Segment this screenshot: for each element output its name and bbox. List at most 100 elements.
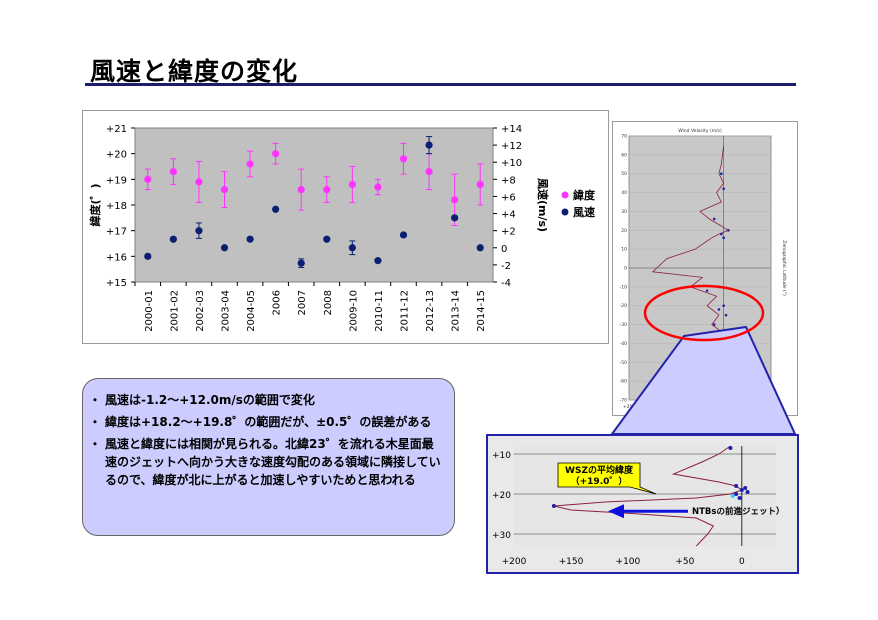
x-axis-tick-label: 2006 [272, 290, 283, 315]
x-axis-tick-label: 2009-10 [348, 290, 359, 332]
title-divider [85, 83, 796, 86]
profile-y-tick-label: -20 [620, 303, 627, 309]
zoom-profile-chart-svg: +10 +20 +30 +200 +150 +100 +50 0 WSZの平均緯度（+19.0゜… [492, 445, 784, 567]
profile-x-tick-label: 0 [722, 404, 725, 410]
zoom-observation-point [551, 504, 556, 508]
wind-latitude-chart: +15 +16 +17 +18 +19 +20 +21 -4 -2 0 +2 +4 +6 +8 +10 +12… [82, 110, 609, 344]
x-axis-tick-label: 2001-02 [169, 290, 180, 332]
legend-label: 風速 [573, 205, 595, 219]
profile-observation-point [712, 217, 716, 221]
wind-profile-chart-svg: Wind Velocity (m/s) -70 -60 -50 -40 -30 -20 -10… [620, 128, 787, 410]
profile-y-tick-label: 0 [624, 266, 627, 272]
right-axis-tick-label: +10 [501, 158, 522, 169]
left-axis-tick-label: +15 [106, 278, 127, 289]
left-axis-tick-label: +16 [106, 252, 127, 263]
right-axis-label: 風速(m/s) [536, 178, 550, 232]
x-axis-tick-label: 2004-05 [246, 290, 257, 332]
note-item-latitude: 緯度は+18.2〜+19.8゜の範囲だが、±0.5゜の誤差がある [89, 413, 442, 431]
legend-label: 緯度 [573, 188, 596, 202]
right-axis-tick-label: 0 [501, 244, 507, 255]
zoom-observation-point [734, 492, 739, 496]
zoom-observation-point [734, 484, 739, 488]
note-item-wind: 風速は-1.2〜+12.0m/sの範囲で変化 [89, 391, 442, 409]
left-axis-tick-label: +21 [106, 124, 127, 135]
latitude-point [451, 196, 459, 204]
profile-y-tick-label: -70 [620, 398, 627, 404]
profile-observation-point [720, 379, 723, 383]
zoom-plot-area [514, 446, 776, 546]
profile-y-tick-label: 10 [621, 247, 627, 253]
latitude-point [195, 178, 203, 186]
profile-observation-point [712, 323, 716, 326]
profile-observation-point [722, 236, 725, 240]
latitude-point [246, 160, 254, 168]
x-axis-tick-label: 2007 [297, 290, 308, 315]
profile-y-tick-label: -40 [620, 341, 627, 347]
profile-observation-point [724, 313, 728, 317]
profile-x-tick-label: +100 [670, 404, 682, 410]
notes-box: 風速は-1.2〜+12.0m/sの範囲で変化 緯度は+18.2〜+19.8゜の範… [82, 378, 455, 536]
profile-y-tick-label: 70 [621, 134, 627, 140]
profile-observation-point [717, 308, 721, 311]
latitude-point [348, 180, 356, 189]
profile-x-tick-label: +200 [623, 404, 635, 410]
latitude-point [144, 175, 152, 183]
wind-point [451, 214, 459, 222]
wind-point [323, 235, 331, 243]
zoom-observation-point [728, 446, 733, 450]
profile-y-tick-label: 50 [621, 171, 627, 177]
right-axis-tick-label: -4 [501, 278, 511, 289]
right-axis-tick-label: -2 [501, 261, 511, 272]
x-axis-tick-label: 2013-14 [451, 290, 462, 332]
zoom-y-tick-label: +30 [492, 531, 511, 541]
jet-arrow-head [608, 504, 624, 519]
wind-point [195, 227, 203, 235]
left-axis-tick-label: +20 [106, 150, 127, 161]
profile-y-tick-label: -60 [620, 379, 627, 385]
left-axis-tick-label: +19 [106, 175, 127, 186]
profile-observation-point [722, 342, 725, 345]
zoom-y-tick-label: +10 [492, 451, 511, 461]
x-axis-tick-label: 2010-11 [374, 290, 385, 332]
latitude-point [297, 186, 305, 194]
zoom-observation-point [743, 486, 748, 490]
wind-point [144, 252, 152, 260]
left-axis-tick-label: +18 [106, 201, 127, 212]
profile-y-tick-label: -50 [620, 360, 627, 366]
zoom-observation-point [745, 490, 750, 494]
x-axis-tick-label: 2003-04 [221, 290, 232, 332]
plot-area [134, 127, 494, 283]
wind-point [476, 244, 484, 252]
profile-y-tick-label: 30 [621, 209, 627, 215]
profile-x-tick-label: -50 [744, 404, 751, 410]
latitude-point [399, 155, 408, 163]
profile-y-tick-label: -10 [620, 284, 627, 290]
profile-y-tick-label: -30 [620, 322, 627, 328]
zoom-observation-point [730, 494, 735, 498]
x-axis-tick-label: 2002-03 [195, 290, 206, 332]
profile-observation-point [722, 187, 725, 191]
profile-observation-point [720, 232, 723, 236]
zoom-observation-point [737, 496, 742, 500]
latitude-point [476, 180, 484, 189]
right-axis-tick-label: +4 [501, 210, 516, 221]
profile-x-tick-label: +50 [695, 404, 705, 410]
profile-observation-point [727, 228, 730, 232]
zoom-x-tick-label: 0 [739, 557, 745, 567]
profile-observation-point [715, 332, 718, 336]
profile-observation-point [722, 304, 725, 308]
note-item-correlation: 風速と緯度には相関が見られる。北緯23゜を流れる木星面最速のジェットへ向かう大き… [89, 435, 442, 489]
zoom-x-tick-label: +200 [502, 557, 527, 567]
latitude-point [220, 186, 229, 194]
zoom-x-tick-label: +50 [675, 557, 694, 567]
zoom-x-tick-label: +100 [616, 557, 641, 567]
profile-x-tick-label: -100 [766, 404, 776, 410]
wind-point [169, 235, 177, 243]
wind-point [220, 244, 229, 252]
wind-point [246, 235, 254, 243]
right-axis-tick-label: +8 [501, 175, 516, 186]
profile-y-tick-label: 40 [621, 190, 627, 196]
left-axis-tick-label: +17 [106, 227, 127, 238]
x-axis-tick-label: 2008 [323, 290, 334, 315]
latitude-point [374, 183, 382, 191]
